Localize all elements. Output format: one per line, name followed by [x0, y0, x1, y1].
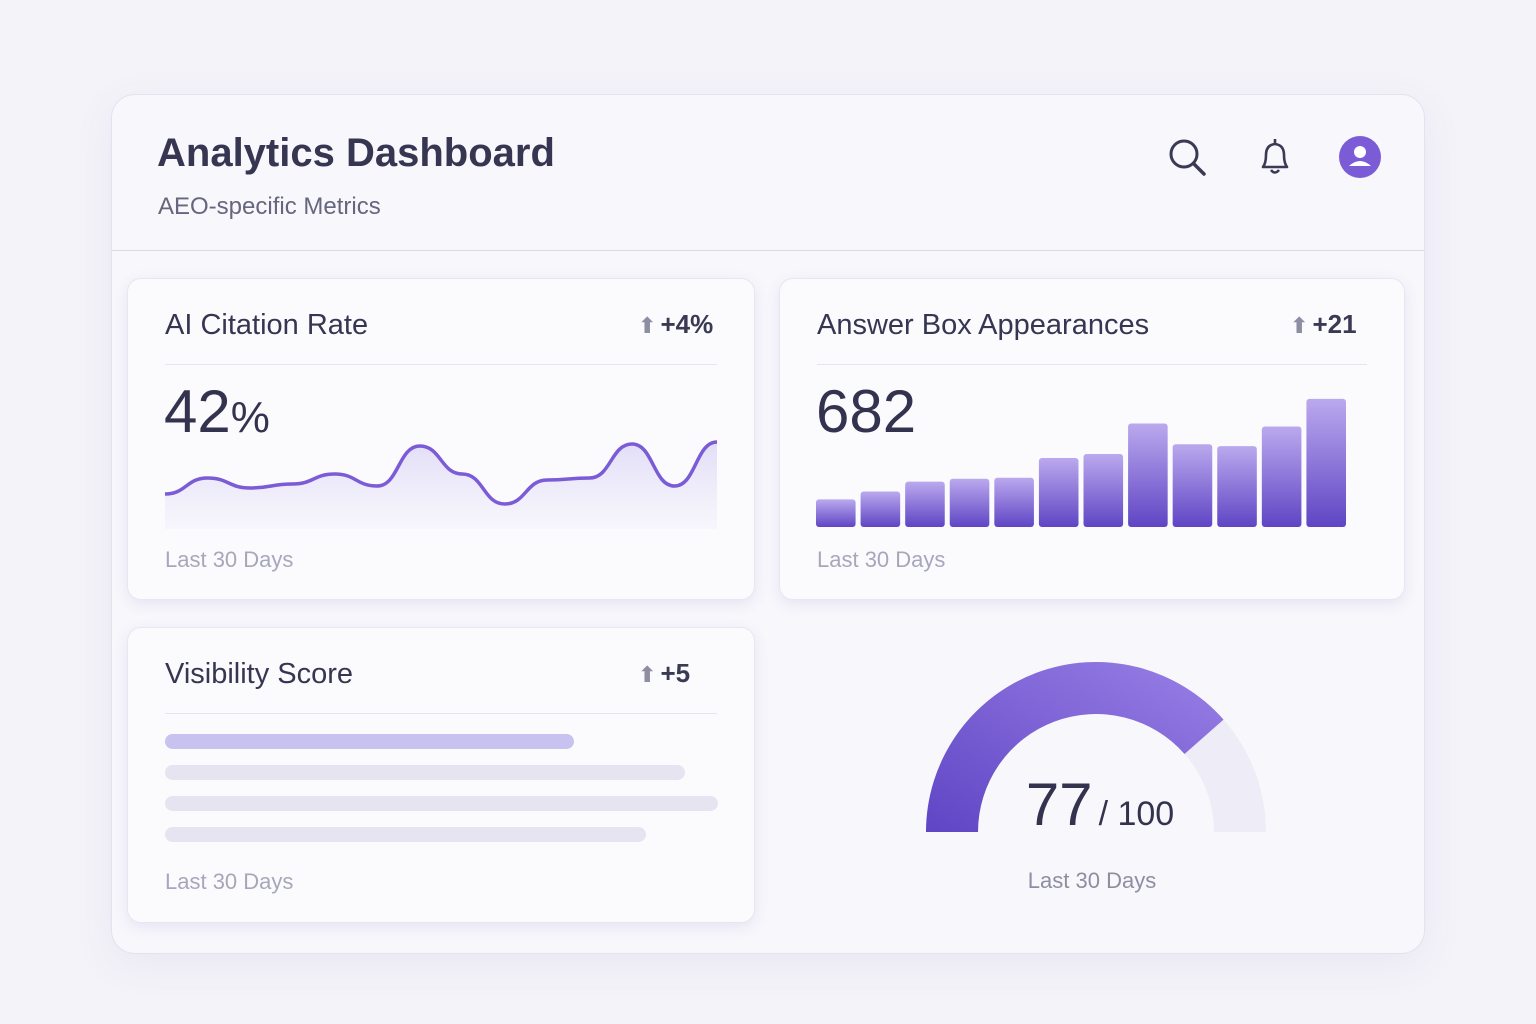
visibility-bar: [165, 734, 575, 749]
visibility-bar: [165, 765, 685, 780]
header: Analytics Dashboard AEO-specific Metrics: [112, 95, 1424, 251]
bar: [905, 481, 945, 527]
arrow-up-icon: ⬆: [1290, 313, 1309, 338]
bell-icon[interactable]: [1253, 135, 1297, 179]
bar: [994, 477, 1034, 527]
delta-badge: ⬆ +21: [1290, 309, 1357, 339]
bar: [1261, 426, 1302, 527]
arrow-up-icon: ⬆: [638, 662, 657, 687]
bar: [949, 478, 990, 527]
bar: [1083, 454, 1124, 527]
visibility-bar: [165, 796, 718, 811]
page-subtitle: AEO-specific Metrics: [158, 193, 381, 220]
divider: [165, 364, 717, 365]
card-title: Answer Box Appearances: [817, 309, 1150, 341]
gauge-widget: 77/ 100 Last 30 Days: [900, 640, 1300, 910]
page-title: Analytics Dashboard: [157, 131, 555, 175]
bar: [1172, 444, 1213, 527]
answer-box-card: Answer Box Appearances ⬆ +21 682 Last 30 …: [779, 278, 1405, 600]
bar: [816, 499, 856, 527]
metric-value: 682: [816, 378, 917, 445]
delta-badge: ⬆ +5: [638, 658, 691, 688]
visibility-card: Visibility Score ⬆ +5 Last 30 Days: [127, 627, 755, 923]
divider: [817, 364, 1367, 365]
bar: [1306, 398, 1346, 527]
search-icon[interactable]: [1165, 135, 1209, 179]
bar: [1128, 423, 1168, 527]
visibility-bar: [165, 827, 647, 842]
metric-value: 42%: [164, 378, 270, 445]
gauge-chart: [926, 662, 1266, 832]
period-label: Last 30 Days: [165, 547, 294, 572]
gauge-fill: [926, 662, 1224, 832]
period-label: Last 30 Days: [817, 547, 946, 572]
bar: [1038, 458, 1079, 527]
card-title: Visibility Score: [165, 658, 354, 690]
line-chart: [165, 440, 717, 529]
line-series: [165, 440, 717, 506]
gauge-value: 77/ 100: [1025, 771, 1175, 838]
bar-chart: [816, 398, 1346, 527]
bar: [1217, 446, 1257, 527]
ai-citation-card: AI Citation Rate ⬆ +4% 42% Last 30 Days: [127, 278, 755, 600]
line-area: [165, 442, 717, 529]
divider: [165, 713, 717, 714]
card-title: AI Citation Rate: [165, 309, 369, 341]
arrow-up-icon: ⬆: [638, 313, 657, 338]
period-label: Last 30 Days: [165, 869, 294, 894]
user-avatar[interactable]: [1338, 135, 1382, 179]
bar: [860, 491, 901, 527]
period-label: Last 30 Days: [1027, 868, 1157, 893]
delta-badge: ⬆ +4%: [638, 309, 714, 339]
